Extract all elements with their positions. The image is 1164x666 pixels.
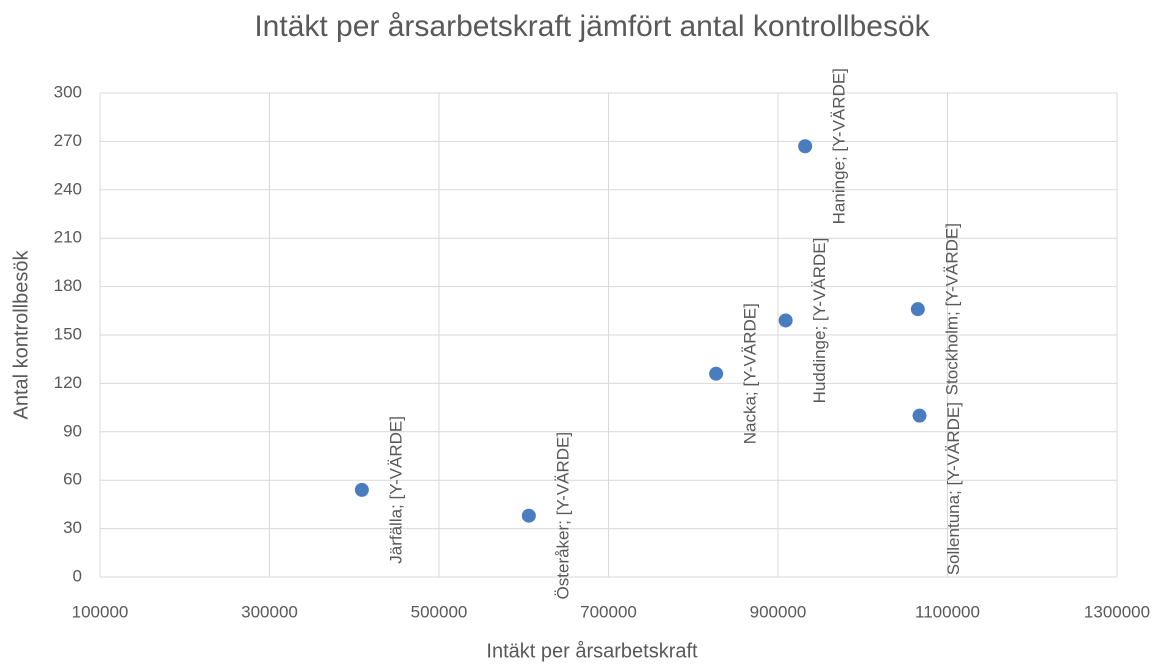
x-tick-label: 500000: [411, 602, 468, 621]
chart-title: Intäkt per årsarbetskraft jämfört antal …: [254, 10, 930, 43]
point: [709, 366, 724, 381]
point-label: Sollentuna; [Y-VÄRDE]: [944, 402, 963, 575]
y-tick-label: 240: [54, 179, 82, 198]
x-tick-label: 100000: [72, 602, 129, 621]
x-axis-title: Intäkt per årsarbetskraft: [486, 640, 698, 662]
point-label: Haninge; [Y-VÄRDE]: [830, 68, 849, 224]
y-tick-label: 90: [63, 421, 82, 440]
x-tick-label: 700000: [580, 602, 637, 621]
y-tick-label: 30: [63, 518, 82, 537]
y-tick-label: 150: [54, 324, 82, 343]
y-tick-label: 120: [54, 373, 82, 392]
point-label: Huddinge; [Y-VÄRDE]: [810, 238, 829, 404]
point-label: Nacka; [Y-VÄRDE]: [741, 303, 760, 444]
x-tick-label: 1100000: [915, 602, 980, 621]
point: [354, 482, 369, 497]
point-label: Österåker; [Y-VÄRDE]: [553, 432, 572, 600]
y-tick-label: 270: [54, 131, 82, 150]
point-label: Järfälla; [Y-VÄRDE]: [386, 416, 405, 564]
point: [798, 139, 813, 154]
y-axis-title: Antal kontrollbesök: [10, 250, 32, 420]
y-tick-label: 300: [54, 82, 82, 101]
y-tick-label: 210: [54, 228, 82, 247]
y-tick-label: 60: [63, 470, 82, 489]
point: [912, 408, 927, 423]
x-tick-label: 300000: [241, 602, 298, 621]
point: [778, 313, 793, 328]
y-tick-label: 180: [54, 276, 82, 295]
y-tick-label: 0: [73, 566, 82, 585]
point: [521, 508, 536, 523]
x-tick-label: 1300000: [1084, 602, 1150, 621]
x-tick-label: 900000: [750, 602, 807, 621]
point-label: Stockholm; [Y-VÄRDE]: [942, 223, 961, 395]
point: [910, 302, 925, 317]
